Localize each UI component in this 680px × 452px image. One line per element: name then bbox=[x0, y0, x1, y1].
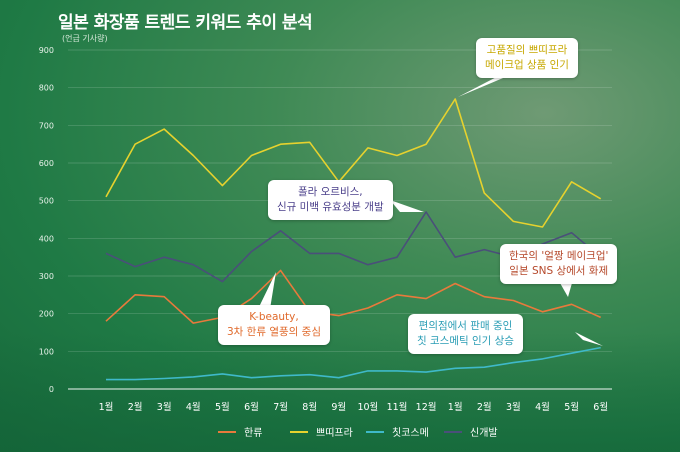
x-tick-label: 10월 bbox=[357, 401, 378, 413]
y-tick-label: 700 bbox=[39, 121, 54, 130]
annotation-line: 한국의 '얼짱 메이크업' bbox=[509, 250, 609, 262]
callout-pointer bbox=[560, 283, 572, 297]
annotation-k-beauty: K-beauty, 3차 한류 열풍의 중심 bbox=[218, 305, 330, 345]
annotation-pola-orbis: 폴라 오르비스, 신규 미백 유효성분 개발 bbox=[268, 180, 393, 220]
y-tick-label: 500 bbox=[39, 197, 54, 206]
annotation-convenience-store: 편의점에서 판매 중인 칫 코스메틱 인기 상승 bbox=[408, 314, 523, 354]
annotation-line: 일본 SNS 상에서 화제 bbox=[509, 265, 609, 277]
annotation-line: K-beauty, bbox=[249, 311, 299, 323]
x-tick-label: 1월 bbox=[448, 401, 463, 413]
legend-item-ppeuppeura: 쁘띠프라 bbox=[290, 424, 353, 439]
y-tick-label: 200 bbox=[39, 310, 54, 319]
x-tick-label: 11월 bbox=[387, 401, 408, 413]
legend-label: 쁘띠프라 bbox=[316, 428, 353, 439]
x-tick-label: 2월 bbox=[128, 401, 143, 413]
legend-item-chitcos: 칫코스메 bbox=[366, 424, 429, 439]
y-tick-label: 900 bbox=[39, 46, 54, 55]
annotation-line: 메이크업 상품 인기 bbox=[485, 59, 569, 71]
y-tick-label: 0 bbox=[49, 385, 54, 394]
annotation-line: 3차 한류 열풍의 중심 bbox=[227, 326, 321, 338]
x-tick-label: 3월 bbox=[506, 401, 521, 413]
annotation-line: 폴라 오르비스, bbox=[297, 186, 363, 198]
annotation-line: 칫 코스메틱 인기 상승 bbox=[417, 335, 514, 347]
annotation-uljjang-makeup: 한국의 '얼짱 메이크업' 일본 SNS 상에서 화제 bbox=[500, 244, 618, 284]
x-tick-label: 6월 bbox=[593, 401, 608, 413]
legend-item-hallyu: 한류 bbox=[218, 424, 262, 439]
legend-swatch bbox=[290, 430, 308, 433]
x-tick-label: 1월 bbox=[99, 401, 114, 413]
callout-pointer bbox=[258, 272, 276, 309]
x-tick-label: 4월 bbox=[535, 401, 550, 413]
x-tick-label: 6월 bbox=[244, 401, 259, 413]
legend-item-newdev: 신개발 bbox=[444, 424, 498, 439]
legend-label: 한류 bbox=[244, 428, 263, 439]
annotation-line: 편의점에서 판매 중인 bbox=[418, 320, 513, 332]
legend-swatch bbox=[218, 430, 236, 433]
legend-label: 신개발 bbox=[470, 428, 498, 439]
x-tick-label: 7월 bbox=[273, 401, 288, 413]
x-tick-label: 9월 bbox=[331, 401, 346, 413]
x-tick-label: 2월 bbox=[477, 401, 492, 413]
legend-swatch bbox=[366, 430, 384, 433]
y-tick-label: 600 bbox=[39, 159, 54, 168]
series-line-ppeuppeura bbox=[105, 98, 602, 228]
series-line-hallyu bbox=[105, 269, 602, 324]
annotation-quality-makeup: 고품질의 쁘띠프라 메이크업 상품 인기 bbox=[476, 38, 578, 78]
background-gradient bbox=[0, 332, 680, 452]
annotation-line: 고품질의 쁘띠프라 bbox=[486, 44, 568, 56]
x-tick-label: 3월 bbox=[157, 401, 172, 413]
chart-legend: 한류 쁘띠프라 칫코스메 신개발 bbox=[0, 424, 680, 444]
callout-pointer bbox=[390, 200, 424, 212]
y-tick-label: 800 bbox=[39, 84, 54, 93]
legend-label: 칫코스메 bbox=[392, 428, 429, 439]
x-tick-label: 5월 bbox=[215, 401, 230, 413]
y-axis-unit-note: (언급 기사량) bbox=[62, 34, 108, 43]
x-tick-label: 5월 bbox=[564, 401, 579, 413]
callout-pointer bbox=[575, 332, 603, 346]
x-tick-label: 4월 bbox=[186, 401, 201, 413]
annotation-line: 신규 미백 유효성분 개발 bbox=[277, 201, 384, 213]
legend-swatch bbox=[444, 430, 462, 433]
y-tick-label: 100 bbox=[39, 347, 54, 356]
series-line-chitcos bbox=[106, 346, 601, 381]
y-tick-label: 300 bbox=[39, 272, 54, 281]
y-tick-label: 400 bbox=[39, 234, 54, 243]
chart-title: 일본 화장품 트렌드 키워드 추이 분석 bbox=[58, 13, 313, 33]
x-tick-label: 8월 bbox=[302, 401, 317, 413]
x-tick-label: 12월 bbox=[416, 401, 437, 413]
